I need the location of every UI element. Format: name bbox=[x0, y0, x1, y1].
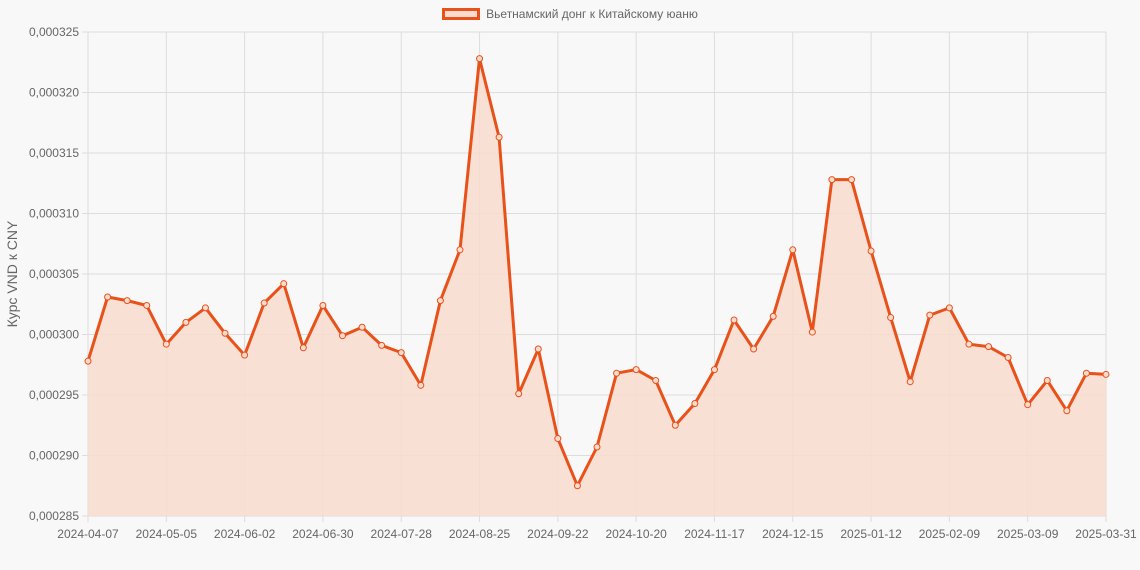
data-point[interactable] bbox=[828, 176, 836, 184]
data-point[interactable] bbox=[867, 247, 875, 255]
data-point[interactable] bbox=[221, 329, 229, 337]
data-point[interactable] bbox=[1024, 401, 1032, 409]
x-tick-label: 2024-11-17 bbox=[684, 527, 745, 541]
data-point[interactable] bbox=[965, 340, 973, 348]
data-point[interactable] bbox=[515, 390, 523, 398]
data-point[interactable] bbox=[417, 381, 425, 389]
x-tick-label: 2025-03-09 bbox=[997, 527, 1059, 541]
data-point[interactable] bbox=[730, 316, 738, 324]
data-point[interactable] bbox=[632, 366, 640, 374]
data-point[interactable] bbox=[104, 293, 112, 301]
data-point[interactable] bbox=[887, 314, 895, 322]
data-point[interactable] bbox=[1043, 376, 1051, 384]
legend-swatch[interactable] bbox=[442, 8, 481, 20]
x-tick-label: 2025-02-09 bbox=[919, 527, 981, 541]
area-fill bbox=[88, 58, 1106, 516]
chart-legend: Вьетнамский донг к Китайскому юаню bbox=[0, 7, 1140, 21]
data-point[interactable] bbox=[769, 312, 777, 320]
data-point[interactable] bbox=[906, 378, 914, 386]
y-tick-label: 0,000320 bbox=[29, 86, 79, 100]
data-point[interactable] bbox=[358, 323, 366, 331]
data-point[interactable] bbox=[945, 304, 953, 312]
y-tick-label: 0,000295 bbox=[29, 388, 79, 402]
y-tick-label: 0,000305 bbox=[29, 267, 79, 281]
data-point[interactable] bbox=[985, 343, 993, 351]
data-point[interactable] bbox=[1063, 407, 1071, 415]
x-tick-label: 2024-10-20 bbox=[605, 527, 667, 541]
data-point[interactable] bbox=[339, 332, 346, 340]
data-point[interactable] bbox=[534, 345, 542, 353]
data-point[interactable] bbox=[319, 301, 327, 309]
y-tick-label: 0,000285 bbox=[29, 509, 79, 523]
data-point[interactable] bbox=[926, 311, 934, 319]
data-points bbox=[84, 55, 1110, 490]
data-point[interactable] bbox=[241, 351, 249, 359]
data-point[interactable] bbox=[162, 340, 170, 348]
data-point[interactable] bbox=[789, 246, 797, 254]
data-point[interactable] bbox=[750, 345, 758, 353]
x-tick-label: 2024-12-15 bbox=[762, 527, 824, 541]
data-point[interactable] bbox=[123, 297, 131, 305]
data-point[interactable] bbox=[495, 133, 503, 141]
x-tick-label: 2024-07-28 bbox=[371, 527, 433, 541]
data-point[interactable] bbox=[397, 349, 405, 357]
data-point[interactable] bbox=[1102, 370, 1110, 378]
x-tick-label: 2024-05-05 bbox=[136, 527, 198, 541]
data-point[interactable] bbox=[710, 366, 718, 374]
data-point[interactable] bbox=[201, 304, 209, 312]
data-point[interactable] bbox=[476, 55, 484, 63]
y-tick-label: 0,000290 bbox=[29, 449, 79, 463]
data-point[interactable] bbox=[613, 369, 621, 377]
data-point[interactable] bbox=[1082, 369, 1090, 377]
data-point[interactable] bbox=[260, 299, 268, 307]
data-point[interactable] bbox=[554, 435, 562, 443]
legend-label[interactable]: Вьетнамский донг к Китайскому юаню bbox=[486, 7, 698, 21]
y-tick-label: 0,000315 bbox=[29, 146, 79, 160]
x-tick-label: 2024-09-22 bbox=[527, 527, 589, 541]
x-tick-label: 2025-03-31 bbox=[1075, 527, 1137, 541]
data-point[interactable] bbox=[652, 376, 660, 384]
y-tick-label: 0,000310 bbox=[29, 207, 79, 221]
data-point[interactable] bbox=[573, 482, 581, 490]
data-point[interactable] bbox=[593, 443, 601, 451]
data-point[interactable] bbox=[378, 341, 386, 349]
data-point[interactable] bbox=[808, 328, 816, 336]
data-point[interactable] bbox=[299, 344, 307, 352]
data-point[interactable] bbox=[182, 318, 190, 326]
data-point[interactable] bbox=[456, 246, 464, 254]
y-tick-label: 0,000325 bbox=[29, 25, 79, 39]
x-axis-ticks: 2024-04-07 2024-05-05 2024-06-02 2024-06-30… bbox=[57, 527, 1137, 541]
x-tick-label: 2025-01-12 bbox=[840, 527, 902, 541]
y-axis-ticks: 0,000325 0,000320 0,000315 0,000310 0,000305… bbox=[29, 25, 79, 523]
x-tick-label: 2024-04-07 bbox=[57, 527, 119, 541]
data-point[interactable] bbox=[436, 297, 444, 305]
x-tick-label: 2024-06-02 bbox=[214, 527, 276, 541]
x-tick-label: 2024-08-25 bbox=[449, 527, 511, 541]
data-point[interactable] bbox=[671, 421, 679, 429]
data-point[interactable] bbox=[280, 280, 288, 288]
data-point[interactable] bbox=[84, 357, 92, 365]
x-tick-label: 2024-06-30 bbox=[292, 527, 354, 541]
data-point[interactable] bbox=[848, 176, 855, 184]
data-point[interactable] bbox=[143, 301, 151, 309]
data-point[interactable] bbox=[691, 399, 699, 407]
data-point[interactable] bbox=[1004, 353, 1012, 361]
y-tick-label: 0,000300 bbox=[29, 328, 79, 342]
